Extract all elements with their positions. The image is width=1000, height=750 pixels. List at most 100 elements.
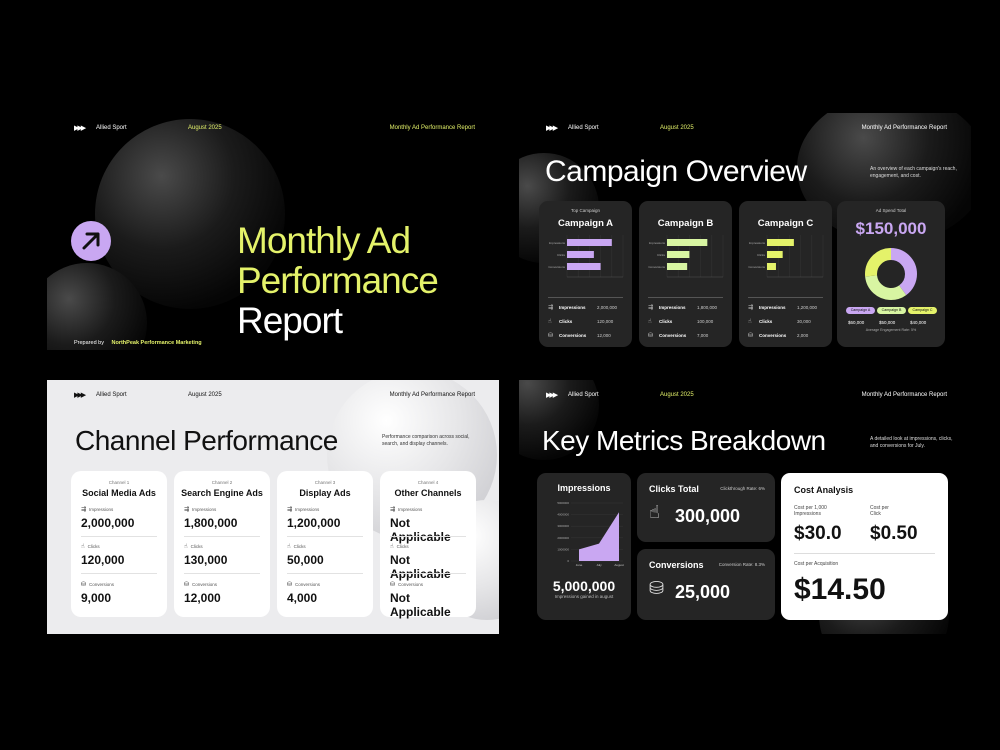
bar xyxy=(667,263,688,270)
channel-card-1[interactable]: Channel 1 Social Media Ads ⇶ Impressions 2,0… xyxy=(71,471,167,617)
metric-label: Impressions xyxy=(559,305,586,310)
metric-label-row: ⇶ Impressions xyxy=(390,506,466,513)
impressions-card[interactable]: Impressions 0 1000000 2000000 3000000 400000… xyxy=(537,473,631,620)
coins-icon: ⛁ xyxy=(184,582,190,588)
metric-label: Clicks xyxy=(293,544,306,549)
conversions-card[interactable]: Conversions Conversion Rate: 8.3% ⛁ 25,0… xyxy=(637,549,775,620)
impressions-total: 5,000,000 xyxy=(552,578,616,594)
spend-value-b: $50,000 xyxy=(879,320,896,325)
channel-card-3[interactable]: Channel 3 Display Ads ⇶ Impressions 1,200,00… xyxy=(277,471,373,617)
divider xyxy=(548,297,623,298)
channel-caption: Channel 2 xyxy=(211,480,233,485)
bar xyxy=(767,239,794,246)
x-tick-label: June xyxy=(576,563,583,567)
impressions-area-chart: 0 1000000 2000000 3000000 4000000 5000000 June… xyxy=(557,501,624,567)
metric-label: Conversions xyxy=(759,333,787,338)
prepared-org: NorthPeak Performance Marketing xyxy=(111,340,202,346)
metric-value: 100,000 xyxy=(697,319,714,324)
campaign-overview-slide[interactable]: ▶▶▶ Allied Sport August 2025 Monthly Ad … xyxy=(519,113,971,351)
clicks-value: 300,000 xyxy=(675,506,741,526)
channel-metric-impressions: ⇶ Impressions Not Applicable xyxy=(390,506,466,544)
report-month: August 2025 xyxy=(188,392,222,398)
metric-value: 2,000,000 xyxy=(597,305,618,310)
metric-value: 30,000 xyxy=(797,319,811,324)
channel-metric-impressions: ⇶ Impressions 1,800,000 xyxy=(184,506,260,530)
channel-metric-impressions: ⇶ Impressions 2,000,000 xyxy=(81,506,157,530)
bar xyxy=(667,251,690,258)
channel-card-2[interactable]: Channel 2 Search Engine Ads ⇶ Impressions 1,… xyxy=(174,471,270,617)
coins-icon: ⛁ xyxy=(748,333,754,339)
report-name: Monthly Ad Performance Report xyxy=(389,392,475,398)
channel-metric-conversions: ⛁ Conversions Not Applicable xyxy=(390,581,466,619)
campaign-bar-chart: Impressions Clicks Conversions xyxy=(748,235,824,278)
impressions-icon: ⇶ xyxy=(748,305,754,311)
category-label: Impressions xyxy=(549,241,566,245)
arrow-up-right-icon xyxy=(71,221,111,261)
metric-value: 2,000 xyxy=(797,333,809,338)
metric-value: 1,800,000 xyxy=(184,516,238,530)
conversions-title: Conversions xyxy=(649,560,704,570)
divider xyxy=(287,536,363,537)
metric-label-row: ⛁ Conversions xyxy=(184,581,260,588)
divider xyxy=(287,573,363,574)
legend-pill-a: Campaign A xyxy=(846,307,875,314)
pointer-hand-icon: ☝ xyxy=(548,319,552,325)
cpa-label: Cost per Acquisition xyxy=(794,561,839,567)
y-tick-label: 5000000 xyxy=(557,501,569,505)
legend-pill-c: Campaign C xyxy=(908,307,937,314)
campaign-name: Campaign B xyxy=(657,218,714,229)
channel-caption: Channel 3 xyxy=(314,480,336,485)
report-month: August 2025 xyxy=(188,125,222,131)
pointer-hand-icon: ☝ xyxy=(184,544,188,550)
campaign-card-c[interactable]: Campaign C Impressions Clicks Conversions … xyxy=(739,201,832,347)
coins-icon: ⛁ xyxy=(81,582,87,588)
metric-value: Not Applicable xyxy=(390,553,451,581)
metric-label-row: ☝ Clicks xyxy=(287,543,363,550)
metric-label: Impressions xyxy=(89,507,114,512)
ad-spend-total-card[interactable]: Ad Spend Total $150,000 Campaign A Campa… xyxy=(837,201,945,347)
cpc-label-line: Click xyxy=(870,511,881,517)
clicks-card[interactable]: Clicks Total Clickthrough Rate: 6% ☝ 300… xyxy=(637,473,775,542)
slide-header: ▶▶▶ Allied Sport August 2025 Monthly Ad … xyxy=(519,390,971,402)
clickthrough-rate: Clickthrough Rate: 6% xyxy=(720,486,765,491)
x-tick-label: August xyxy=(614,563,624,567)
cover-slide[interactable]: ▶▶▶ Allied Sport August 2025 Monthly Ad … xyxy=(47,113,499,350)
metrics-description: A detailed look at impressions, clicks, … xyxy=(870,436,953,449)
bar xyxy=(567,239,612,246)
category-label: Impressions xyxy=(749,241,766,245)
brand-name: Allied Sport xyxy=(568,392,599,398)
channel-title: Channel Performance xyxy=(75,425,338,456)
channel-card-4[interactable]: Channel 4 Other Channels ⇶ Impressions Not A… xyxy=(380,471,476,619)
coins-icon: ⛁ xyxy=(548,333,554,339)
metric-value: 12,000 xyxy=(184,591,221,605)
coins-icon: ⛁ xyxy=(390,582,396,588)
fast-forward-icon: ▶▶▶ xyxy=(546,392,558,399)
campaign-card-a[interactable]: Top Campaign Campaign A Impressions Click… xyxy=(539,201,632,347)
cost-analysis-card[interactable]: Cost Analysis Cost per 1,000 Impressions… xyxy=(781,473,948,620)
cover-title: Monthly Ad Performance Report xyxy=(237,221,439,341)
metric-value: 2,000,000 xyxy=(81,516,135,530)
metric-label: Clicks xyxy=(659,319,673,324)
bar xyxy=(767,263,776,270)
metric-label: Conversions xyxy=(398,582,424,587)
pointer-hand-icon: ☝ xyxy=(81,544,85,550)
impressions-icon: ⇶ xyxy=(184,507,190,513)
coins-icon: ⛁ xyxy=(287,582,293,588)
campaign-card-b[interactable]: Campaign B Impressions Clicks Conversions … xyxy=(639,201,732,347)
channel-metric-clicks: ☝ Clicks Not Applicable xyxy=(390,543,466,581)
category-label: Conversions xyxy=(548,265,565,269)
key-metrics-slide[interactable]: ▶▶▶ Allied Sport August 2025 Monthly Ad … xyxy=(519,380,971,634)
metric-label: Clicks xyxy=(396,544,409,549)
divider xyxy=(794,553,935,554)
channel-name: Social Media Ads xyxy=(82,488,156,498)
metrics-title: Key Metrics Breakdown xyxy=(542,425,826,456)
channel-performance-slide[interactable]: ▶▶▶ Allied Sport August 2025 Monthly Ad … xyxy=(47,380,499,634)
cost-title: Cost Analysis xyxy=(794,485,854,495)
y-tick-label: 2000000 xyxy=(557,536,569,540)
engagement-note: Average Engagement Rate: 5% xyxy=(865,328,917,332)
metric-value: 1,800,000 xyxy=(697,305,718,310)
brand-name: Allied Sport xyxy=(568,125,599,131)
brand-name: Allied Sport xyxy=(96,125,127,131)
metric-label-row: ⇶ Impressions xyxy=(287,506,363,513)
overview-description: An overview of each campaign's reach, en… xyxy=(870,166,957,179)
